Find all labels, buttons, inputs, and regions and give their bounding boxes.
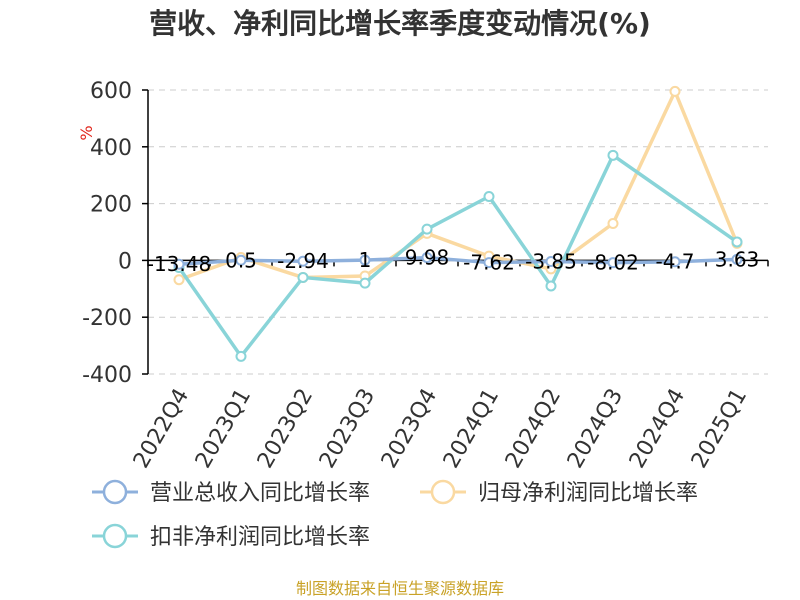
chart-title: 营收、净利同比增长率季度变动情况(%) [149,7,651,40]
data-point[interactable] [545,280,557,292]
x-tick-label: 2022Q4 [129,385,194,473]
data-point[interactable] [297,255,309,267]
data-label: -13.48 [147,252,211,276]
source-note: 制图数据来自恒生聚源数据库 [296,579,504,598]
legend-item-0[interactable]: 营业总收入同比增长率 [92,479,370,506]
x-tick-label: 2024Q4 [625,385,690,473]
y-tick-label: -200 [82,306,132,331]
data-point[interactable] [235,254,247,266]
data-label: -8.02 [587,251,639,275]
y-tick-label: -400 [82,363,132,388]
data-label: 9.98 [405,246,450,270]
data-point[interactable] [669,256,681,268]
y-tick-label: 200 [90,193,132,218]
legend-swatch-marker [430,479,456,505]
data-point[interactable] [483,191,495,202]
data-point[interactable] [607,257,619,269]
series-layer [173,85,743,362]
legend-swatch-marker [102,479,128,505]
data-label: 3.63 [715,247,760,271]
legend-item-1[interactable]: 归母净利润同比增长率 [420,479,698,506]
data-point[interactable] [359,277,371,289]
legend-label: 扣非净利润同比增长率 [150,525,370,550]
series-line-2 [177,153,739,359]
x-tick-label: 2024Q1 [439,385,504,473]
data-point[interactable] [545,255,557,267]
data-point[interactable] [731,236,743,248]
legend-label: 归母净利润同比增长率 [478,481,698,506]
y-axis-unit: % [77,125,96,140]
y-tick-label: 400 [90,136,132,161]
data-point[interactable] [173,274,185,286]
data-point[interactable] [731,253,743,265]
legend-swatch-marker [102,523,128,549]
data-point[interactable] [669,85,681,97]
data-point[interactable] [607,217,619,229]
series-line-1 [178,89,739,282]
data-label: -3.85 [525,249,577,273]
grid-layer [148,89,768,375]
x-tick-label: 2024Q3 [563,385,628,473]
data-point[interactable] [235,350,247,362]
x-tick-label: 2024Q2 [501,385,566,473]
data-label: 1 [359,248,372,272]
x-tick-label: 2023Q4 [377,385,442,473]
legend-item-2[interactable]: 扣非净利润同比增长率 [92,523,370,550]
data-point[interactable] [359,254,371,266]
data-label: -7.62 [463,251,515,275]
data-point[interactable] [421,252,433,264]
data-point[interactable] [607,149,619,161]
x-tick-label: 2023Q2 [253,385,318,473]
data-point[interactable] [297,271,309,283]
y-tick-label: 0 [118,249,132,274]
x-tick-label: 2023Q3 [315,385,380,473]
data-label-layer: -13.48 0.5 -2.94 1 9.98 -7.62 -3.85 -8.02 -4.7 3.… [147,246,760,277]
data-label: -2.94 [277,249,329,273]
data-point[interactable] [173,258,185,270]
data-point[interactable] [421,223,433,235]
data-label: -4.7 [655,250,694,274]
legend-label: 营业总收入同比增长率 [150,481,370,506]
x-tick-label: 2025Q1 [687,385,752,473]
series-line-0 [178,255,738,266]
data-point[interactable] [483,257,495,269]
x-tick-label: 2023Q1 [191,385,256,473]
y-tick-label: 600 [90,79,132,104]
data-label: 0.5 [225,248,257,272]
